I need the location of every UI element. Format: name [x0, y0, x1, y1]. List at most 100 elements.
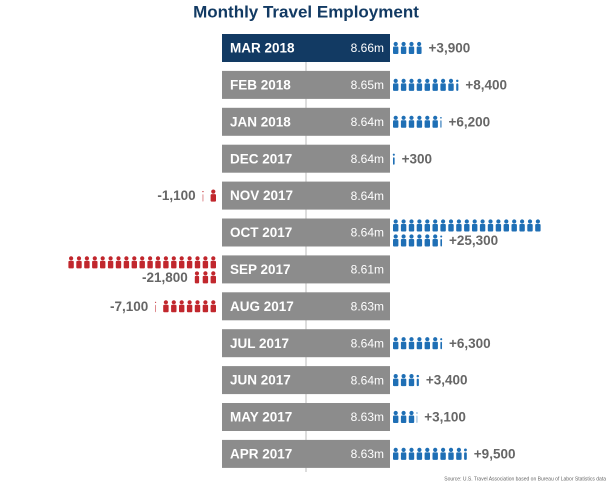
icon-body [131, 260, 137, 269]
icon-head [393, 115, 398, 120]
icon-head [448, 447, 454, 452]
icon-body [448, 83, 454, 91]
icon-body [400, 224, 407, 232]
icon-head [464, 448, 467, 452]
icon-body [432, 120, 438, 128]
icon-body [179, 260, 185, 269]
icon-body [432, 341, 438, 350]
month-bar [222, 366, 390, 395]
icon-body [400, 83, 407, 91]
icon-head [504, 219, 509, 224]
icon-body [432, 83, 438, 91]
icon-body [210, 260, 216, 269]
icon-body [400, 378, 407, 387]
icon-head [433, 115, 438, 120]
icon-head [456, 447, 461, 452]
icon-head [417, 337, 422, 342]
employment-label: 8.63m [351, 410, 384, 424]
icon-body [408, 83, 415, 91]
icon-body [202, 304, 209, 313]
icon-body [440, 452, 446, 460]
icon-body [393, 157, 395, 165]
icon-body [210, 304, 216, 313]
change-label: -7,100 [110, 299, 148, 314]
month-label: SEP 2017 [230, 262, 291, 277]
icon-head [132, 256, 137, 261]
change-label: +3,400 [426, 373, 468, 388]
icon-body [440, 120, 442, 128]
icon-body [440, 224, 446, 232]
icon-body [416, 378, 419, 387]
icon-body [408, 224, 415, 232]
icon-group [154, 300, 216, 313]
icon-head [520, 219, 525, 224]
icon-head [433, 78, 438, 83]
icon-body [472, 224, 478, 232]
icon-body [202, 275, 209, 284]
icon-body [210, 275, 216, 284]
month-label: AUG 2017 [230, 299, 294, 314]
employment-label: 8.66m [351, 41, 384, 55]
icon-body [416, 83, 423, 91]
icon-head [409, 78, 414, 83]
icon-group [68, 256, 216, 284]
month-label: MAY 2017 [230, 410, 292, 425]
icon-head [535, 219, 541, 224]
icon-body [186, 304, 193, 313]
icon-head [409, 115, 414, 120]
change-label: -21,800 [142, 270, 188, 285]
icon-head [401, 219, 406, 224]
icon-head [401, 410, 406, 416]
icon-head [203, 271, 208, 276]
month-bar [222, 34, 390, 62]
icon-body [393, 83, 399, 91]
icon-body [179, 304, 185, 313]
icon-body [432, 239, 438, 247]
icon-body [416, 239, 423, 247]
icon-head [409, 234, 414, 239]
month-bar [222, 403, 390, 431]
icon-body [393, 224, 399, 232]
icon-head [441, 78, 446, 83]
icon-body [535, 224, 541, 232]
icon-head [171, 256, 176, 261]
icon-head [433, 219, 438, 224]
icon-head [393, 41, 398, 47]
icon-group [202, 189, 216, 202]
source: Source: U.S. Travel Association based on… [444, 476, 606, 482]
icon-head [416, 412, 418, 414]
icon-body [393, 239, 399, 247]
icon-head [211, 300, 216, 305]
icon-body [186, 260, 193, 269]
icon-body [123, 260, 130, 269]
icon-head [202, 190, 204, 193]
icon-head [76, 256, 82, 261]
icon-head [154, 301, 157, 303]
employment-label: 8.64m [351, 336, 384, 350]
icon-head [472, 219, 477, 224]
change-label: +3,100 [424, 410, 466, 425]
icon-head [195, 300, 200, 305]
icon-head [187, 256, 192, 261]
icon-body [416, 415, 418, 423]
icon-body [194, 275, 200, 284]
icon-body [416, 341, 423, 350]
icon-head [100, 256, 105, 261]
icon-body [68, 260, 74, 269]
icon-head [425, 447, 430, 452]
employment-label: 8.63m [351, 299, 384, 313]
icon-head [464, 219, 469, 224]
change-label: +300 [402, 151, 432, 166]
change-label: +3,900 [429, 41, 471, 56]
icon-head [409, 447, 414, 452]
change-label: +6,300 [449, 336, 491, 351]
icon-head [527, 219, 533, 224]
icon-head [425, 234, 430, 239]
icon-head [496, 219, 501, 224]
month-bar [222, 439, 390, 468]
icon-body [393, 452, 399, 460]
icon-body [194, 304, 201, 313]
icon-head [425, 78, 430, 83]
icon-head [433, 234, 438, 239]
icon-body [84, 260, 90, 269]
